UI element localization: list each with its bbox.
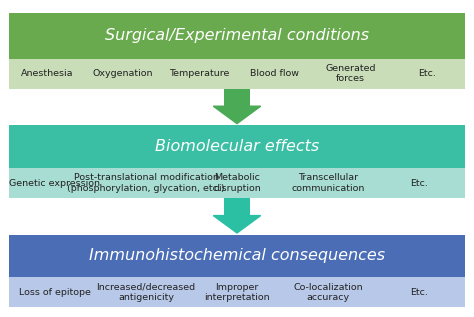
Bar xyxy=(224,198,250,216)
Polygon shape xyxy=(213,216,261,233)
Text: Etc.: Etc. xyxy=(418,69,436,78)
Text: Increased/decreased
antigenicity: Increased/decreased antigenicity xyxy=(96,283,196,302)
FancyBboxPatch shape xyxy=(9,59,465,89)
Text: Post-translational modification
(phosphorylation, glycation, etc.): Post-translational modification (phospho… xyxy=(67,173,225,193)
Bar xyxy=(224,89,250,106)
Text: Genetic expression: Genetic expression xyxy=(9,178,100,188)
Text: Immunohistochemical consequences: Immunohistochemical consequences xyxy=(89,249,385,263)
Text: Anesthesia: Anesthesia xyxy=(21,69,73,78)
Text: Surgical/Experimental conditions: Surgical/Experimental conditions xyxy=(105,28,369,43)
Polygon shape xyxy=(213,106,261,124)
Text: Biomolecular effects: Biomolecular effects xyxy=(155,139,319,154)
Text: Loss of epitope: Loss of epitope xyxy=(19,288,91,297)
Text: Temperature: Temperature xyxy=(169,69,229,78)
Text: Improper
interpretation: Improper interpretation xyxy=(204,283,270,302)
Text: Etc.: Etc. xyxy=(410,288,428,297)
Text: Metabolic
disruption: Metabolic disruption xyxy=(213,173,261,193)
FancyBboxPatch shape xyxy=(9,277,465,307)
Text: Oxygenation: Oxygenation xyxy=(93,69,154,78)
Text: Blood flow: Blood flow xyxy=(250,69,300,78)
FancyBboxPatch shape xyxy=(9,235,465,277)
Text: Co-localization
accuracy: Co-localization accuracy xyxy=(293,283,363,302)
FancyBboxPatch shape xyxy=(9,125,465,168)
FancyBboxPatch shape xyxy=(9,168,465,198)
Text: Etc.: Etc. xyxy=(410,178,428,188)
FancyBboxPatch shape xyxy=(9,13,465,59)
Text: Transcellular
communication: Transcellular communication xyxy=(292,173,365,193)
Text: Generated
forces: Generated forces xyxy=(326,64,376,83)
